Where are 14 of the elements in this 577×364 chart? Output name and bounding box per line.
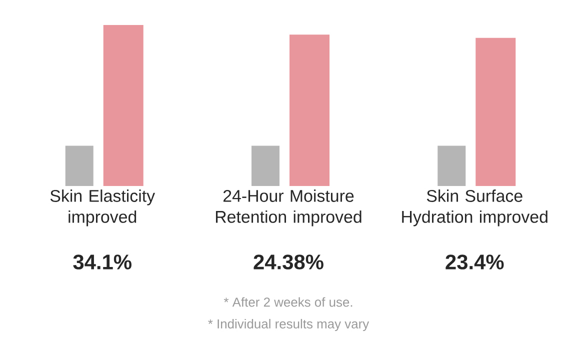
text: 24.38% bbox=[254, 254, 324, 270]
x-tick-label: Skin Elasticity improved bbox=[50, 190, 156, 226]
text: 34.1% bbox=[73, 254, 132, 270]
text: * Individual results may vary bbox=[208, 318, 370, 332]
bar bbox=[476, 38, 516, 186]
text: * After 2 weeks of use. bbox=[224, 297, 352, 307]
bar bbox=[252, 146, 280, 186]
bar bbox=[65, 146, 94, 186]
text: 23.4% bbox=[446, 254, 504, 270]
bar bbox=[103, 25, 144, 186]
bar bbox=[290, 34, 330, 186]
x-tick-label: Skin Surface Hydration improved bbox=[402, 190, 548, 226]
x-tick-label: 24-Hour Moisture Retention improved bbox=[216, 190, 362, 226]
bar bbox=[438, 146, 466, 186]
